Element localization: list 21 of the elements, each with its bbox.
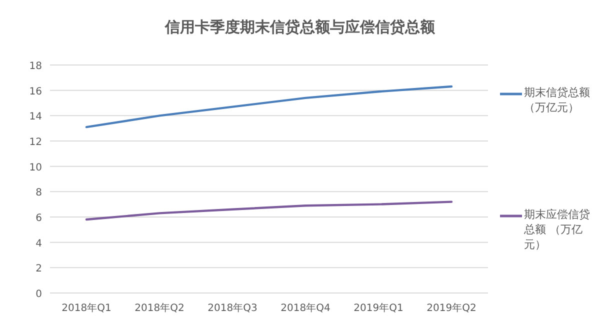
line-series [85,200,453,221]
y-tick-label: 2 [36,264,42,275]
y-tick-label: 4 [36,238,42,250]
y-tick-label: 8 [36,188,42,199]
x-tick-label: 2019年Q1 [354,302,404,314]
y-tick-label: 16 [29,86,42,98]
line-series [85,85,453,128]
x-tick-label: 2018年Q1 [62,302,112,314]
y-tick-label: 12 [29,137,42,148]
x-tick-label: 2018年Q4 [280,302,330,314]
x-tick-label: 2019年Q2 [426,302,476,314]
y-tick-label: 14 [29,112,42,123]
y-tick-label: 0 [36,289,42,300]
y-tick-label: 6 [36,213,42,224]
chart-title: 信用卡季度期末信贷总额与应偿信贷总额 [164,18,436,36]
legend-label: 期末信贷总额（万亿元） [524,85,591,115]
x-tick-label: 2018年Q3 [208,302,258,314]
x-tick-label: 2018年Q2 [134,302,184,314]
y-tick-label: 18 [29,61,42,72]
y-tick-label: 10 [29,162,42,174]
legend-label: 期末应偿信贷总额 （万亿元） [524,207,591,252]
